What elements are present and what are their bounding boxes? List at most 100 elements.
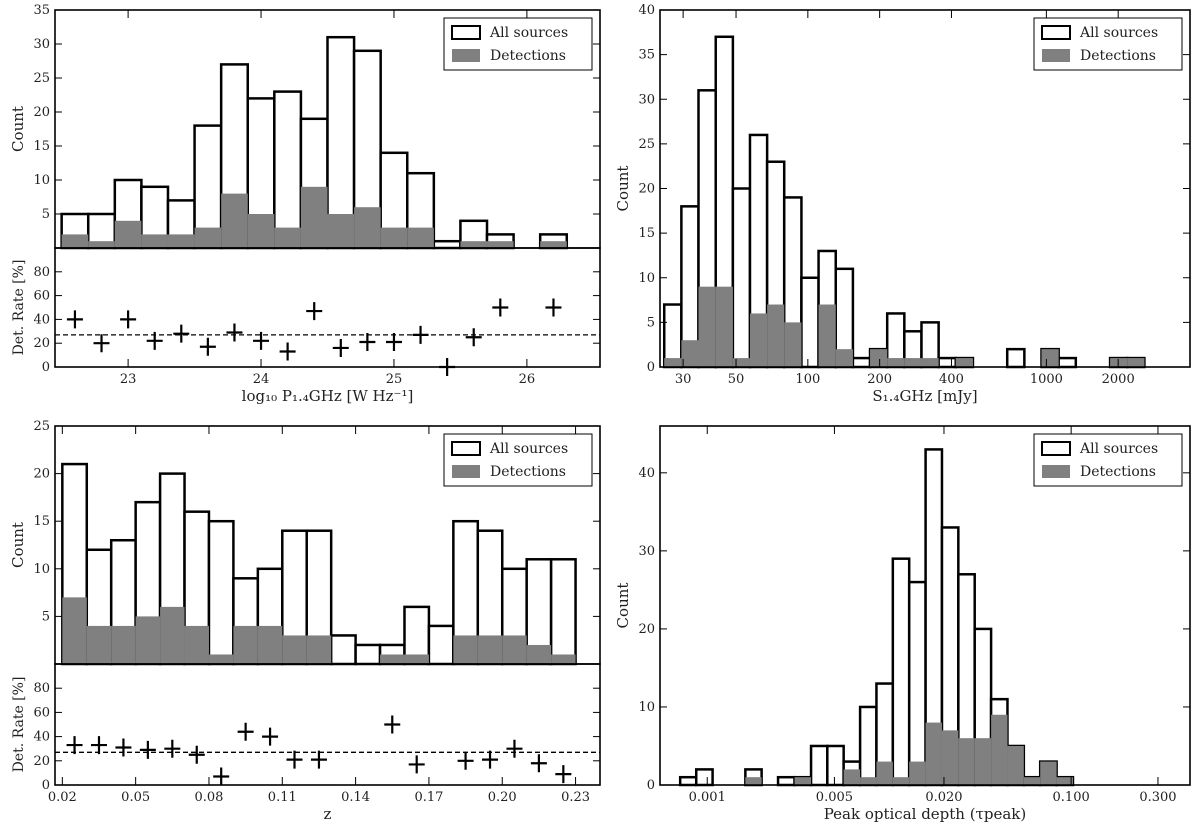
- bar-detections: [526, 644, 552, 664]
- rate-marker: [385, 333, 402, 352]
- rate-marker: [359, 333, 376, 352]
- bar-all-sources: [549, 558, 577, 666]
- legend-label-detections: Detections: [1080, 48, 1156, 64]
- bar-all-sources: [891, 557, 911, 787]
- rate-y-tick-label: 80: [33, 265, 50, 280]
- x-tick-label: 30: [675, 372, 692, 387]
- y-tick-label: 25: [638, 137, 655, 152]
- x-tick-label: 400: [939, 372, 964, 387]
- bar-all-sources: [731, 187, 752, 369]
- y-tick-label: 40: [638, 3, 655, 18]
- rate-marker: [332, 338, 349, 357]
- bar-detections: [941, 730, 959, 785]
- bar-detections: [282, 635, 307, 664]
- x-tick-label: 0.17: [414, 790, 443, 805]
- x-tick-label: 26: [519, 372, 536, 387]
- rate-marker: [188, 745, 205, 764]
- y-tick-label: 10: [638, 271, 655, 286]
- bar-detections: [257, 625, 283, 664]
- legend-swatch-detections: [452, 49, 480, 62]
- bar-detections: [247, 214, 275, 248]
- bar-detections: [681, 340, 699, 367]
- bar-detections: [221, 193, 248, 248]
- bar-all-sources: [907, 580, 927, 787]
- bar-detections: [1041, 349, 1059, 367]
- y-tick-label: 5: [647, 315, 655, 330]
- legend-swatch-detections: [452, 465, 480, 478]
- bar-detections: [745, 777, 762, 785]
- rate-marker: [213, 767, 230, 786]
- bar-all-sources: [662, 303, 683, 369]
- rate-marker: [306, 302, 323, 321]
- histogram-bars: [662, 35, 1146, 369]
- bar-detections: [407, 227, 434, 248]
- legend-label-all-sources: All sources: [1079, 25, 1158, 41]
- legend-swatch-all-sources: [1041, 25, 1071, 40]
- bar-detections: [794, 777, 812, 785]
- bar-detections: [114, 220, 142, 248]
- rate-marker: [408, 755, 425, 774]
- y-tick-label: 15: [638, 226, 655, 241]
- y-tick-label: 30: [33, 37, 50, 52]
- x-tick-label: 200: [867, 372, 892, 387]
- rate-axis-label: Det. Rate [%]: [11, 677, 27, 773]
- histogram-bars: [678, 448, 1075, 787]
- y-tick-label: 20: [638, 622, 655, 637]
- bar-detections: [502, 635, 527, 664]
- y-tick-label: 0: [647, 360, 655, 375]
- legend-swatch-all-sources: [451, 25, 481, 40]
- y-tick-label: 10: [33, 562, 50, 577]
- bar-all-sources: [694, 768, 714, 787]
- bar-detections: [904, 358, 922, 367]
- panel-p1: 5 10 15 20 25 30 35 Count 0 20 40 60 80 Det. Rate [%]…: [9, 3, 601, 405]
- bar-detections: [991, 714, 1008, 785]
- bar-all-sources: [207, 519, 235, 666]
- bar-detections: [62, 597, 87, 664]
- bar-detections: [208, 654, 234, 664]
- panel-p2: 0 5 10 15 20 25 30 35 40 Count 30 50 100 200 400 1000 20…: [614, 3, 1191, 405]
- rate-marker: [66, 310, 83, 329]
- y-tick-label: 20: [638, 182, 655, 197]
- x-tick-label: 0.14: [341, 790, 370, 805]
- bar-detections: [160, 606, 185, 664]
- rate-marker: [530, 754, 547, 773]
- legend-swatch-detections: [1042, 49, 1070, 62]
- x-tick-label: 0.020: [925, 790, 962, 805]
- bar-all-sources: [858, 705, 878, 787]
- bar-detections: [551, 654, 576, 664]
- panel-p3: 5 10 15 20 25 Count 0 20 40 60 80 Det. Rate [%] 0.02…: [9, 419, 601, 823]
- legend-label-detections: Detections: [490, 48, 566, 64]
- bar-detections: [887, 358, 905, 367]
- rate-marker: [384, 715, 401, 734]
- x-axis-label: Peak optical depth (τpeak): [824, 805, 1027, 823]
- bar-detections: [1040, 761, 1057, 785]
- bar-all-sources: [432, 239, 462, 250]
- rate-marker: [555, 765, 572, 784]
- bar-detections: [784, 322, 802, 367]
- bar-all-sources: [800, 276, 820, 369]
- bar-detections: [135, 616, 161, 664]
- x-tick-label: 0.100: [1053, 790, 1090, 805]
- rate-y-tick-label: 40: [33, 312, 50, 327]
- rate-y-tick-label: 0: [42, 778, 50, 793]
- legend-label-detections: Detections: [1080, 464, 1156, 480]
- y-tick-label: 5: [42, 207, 50, 222]
- y-tick-label: 5: [42, 609, 50, 624]
- rate-y-tick-label: 60: [33, 705, 50, 720]
- histogram-bars: [61, 462, 577, 666]
- bar-detections: [327, 214, 355, 248]
- bar-all-sources: [937, 356, 958, 369]
- bar-detections: [453, 635, 478, 664]
- bar-detections: [1127, 358, 1145, 367]
- y-axis-label: Count: [9, 106, 27, 152]
- x-tick-label: 0.300: [1139, 790, 1176, 805]
- bar-detections: [1023, 777, 1041, 785]
- x-tick-label: 0.001: [689, 790, 726, 805]
- bar-detections: [274, 227, 301, 248]
- rate-y-tick-label: 20: [33, 336, 50, 351]
- bar-detections: [300, 186, 328, 248]
- x-tick-label: 0.08: [194, 790, 223, 805]
- x-tick-label: 0.02: [48, 790, 77, 805]
- legend-label-detections: Detections: [490, 464, 566, 480]
- bar-all-sources: [809, 744, 829, 787]
